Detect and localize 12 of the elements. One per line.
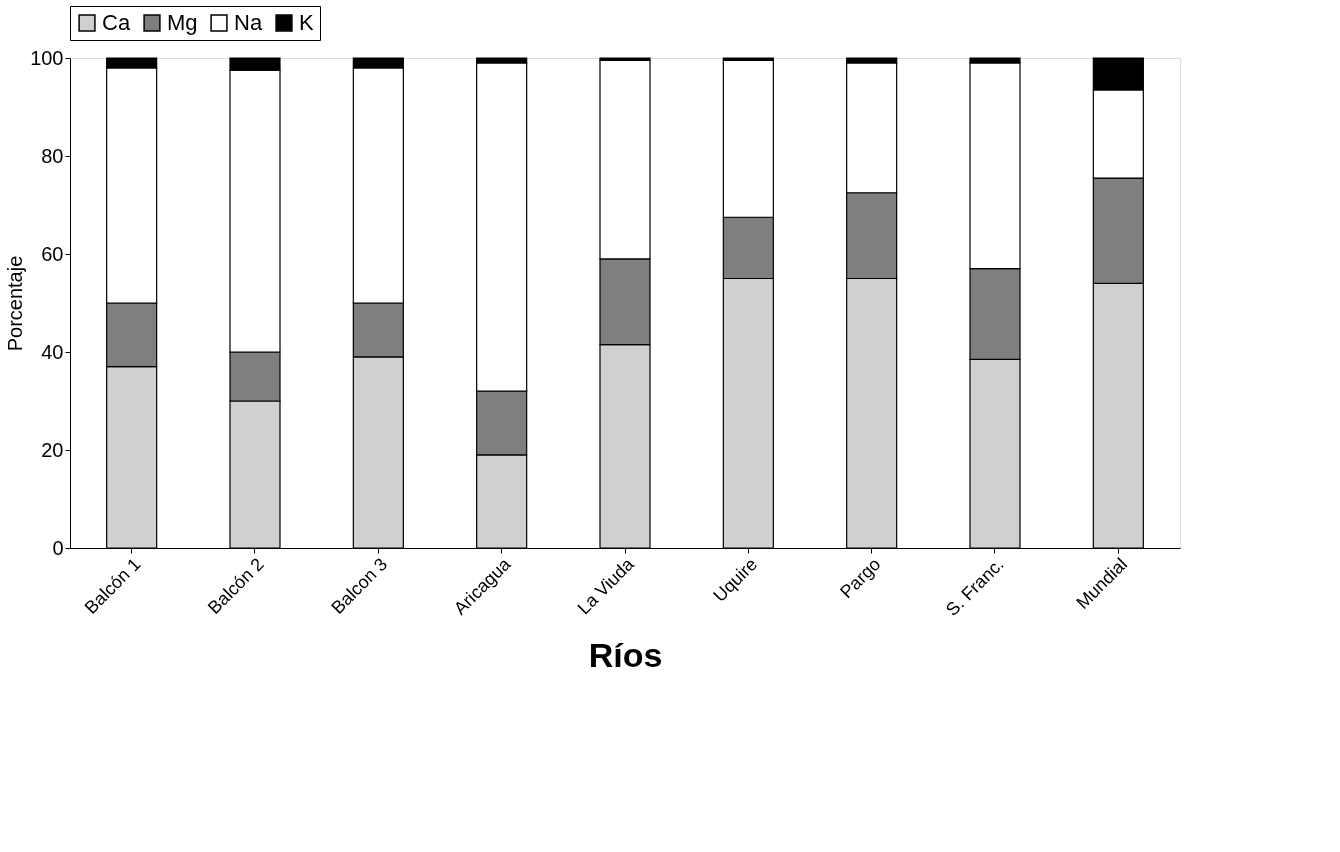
y-tick-label: 0 bbox=[52, 536, 64, 559]
y-tick-label: 80 bbox=[41, 144, 64, 167]
legend-label: Ca bbox=[102, 10, 131, 35]
y-axis-title: Porcentaje bbox=[4, 255, 27, 352]
legend-label: Na bbox=[234, 10, 263, 35]
y-tick-label: 20 bbox=[41, 438, 64, 461]
legend-label: K bbox=[299, 10, 314, 35]
y-tick-label: 40 bbox=[41, 340, 64, 363]
y-tick-label: 100 bbox=[30, 46, 64, 69]
legend-label: Mg bbox=[167, 10, 198, 35]
y-tick-label: 60 bbox=[41, 242, 64, 265]
x-axis-title: Ríos bbox=[588, 635, 663, 674]
